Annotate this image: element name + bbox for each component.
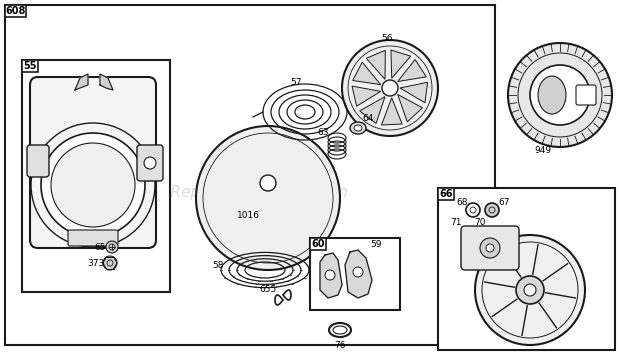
FancyBboxPatch shape — [461, 226, 519, 270]
FancyBboxPatch shape — [27, 145, 49, 177]
Bar — [438, 188, 615, 350]
Circle shape — [144, 157, 156, 169]
Circle shape — [524, 284, 536, 296]
Circle shape — [325, 270, 335, 280]
Polygon shape — [360, 97, 385, 123]
Circle shape — [486, 244, 494, 252]
Circle shape — [353, 267, 363, 277]
Polygon shape — [400, 82, 428, 103]
Text: 64: 64 — [362, 113, 374, 122]
Circle shape — [103, 256, 117, 270]
Circle shape — [475, 235, 585, 345]
FancyBboxPatch shape — [30, 77, 156, 248]
Ellipse shape — [354, 125, 362, 131]
Circle shape — [342, 40, 438, 136]
Circle shape — [530, 65, 590, 125]
Text: 59: 59 — [370, 239, 382, 248]
Text: 65: 65 — [94, 243, 106, 252]
Text: eReplacementParts.com: eReplacementParts.com — [162, 185, 348, 199]
Text: 55: 55 — [24, 61, 37, 71]
Text: 56: 56 — [381, 33, 392, 42]
Circle shape — [466, 203, 480, 217]
Polygon shape — [391, 50, 410, 78]
Polygon shape — [352, 86, 381, 106]
Bar — [310, 238, 400, 310]
Polygon shape — [320, 253, 342, 298]
Polygon shape — [100, 74, 113, 90]
FancyBboxPatch shape — [137, 145, 163, 181]
Bar — [22, 60, 38, 72]
Bar — [5, 5, 26, 17]
FancyBboxPatch shape — [68, 230, 118, 246]
Circle shape — [196, 126, 340, 270]
Circle shape — [480, 238, 500, 258]
Circle shape — [260, 175, 276, 191]
Bar — [22, 60, 170, 292]
Circle shape — [51, 143, 135, 227]
Polygon shape — [397, 59, 427, 82]
Text: 58: 58 — [212, 261, 224, 270]
Text: 373: 373 — [87, 258, 105, 267]
Polygon shape — [366, 50, 385, 79]
Text: 71: 71 — [450, 217, 462, 226]
Circle shape — [508, 43, 612, 147]
Ellipse shape — [329, 323, 351, 337]
Text: 66: 66 — [439, 189, 453, 199]
Text: 655: 655 — [259, 285, 277, 294]
Ellipse shape — [538, 76, 566, 114]
Bar — [310, 238, 326, 250]
Text: 70: 70 — [474, 217, 485, 226]
Polygon shape — [345, 250, 372, 298]
Bar — [5, 5, 495, 345]
Text: 68: 68 — [456, 198, 467, 207]
Text: 608: 608 — [6, 6, 25, 16]
Circle shape — [516, 276, 544, 304]
Text: 60: 60 — [311, 239, 325, 249]
Ellipse shape — [333, 326, 347, 334]
Circle shape — [106, 241, 118, 253]
Ellipse shape — [350, 122, 366, 134]
Text: 57: 57 — [290, 77, 302, 86]
Polygon shape — [381, 98, 402, 125]
Polygon shape — [353, 62, 381, 85]
Circle shape — [485, 203, 499, 217]
Polygon shape — [75, 74, 88, 90]
Circle shape — [382, 80, 398, 96]
Text: 949: 949 — [534, 145, 552, 154]
FancyBboxPatch shape — [576, 85, 596, 105]
Polygon shape — [397, 94, 422, 122]
Bar — [438, 188, 454, 200]
Text: 76: 76 — [334, 341, 346, 350]
Circle shape — [41, 133, 145, 237]
Text: 1016: 1016 — [236, 211, 260, 220]
Text: 63: 63 — [317, 127, 329, 136]
Text: 67: 67 — [498, 198, 510, 207]
